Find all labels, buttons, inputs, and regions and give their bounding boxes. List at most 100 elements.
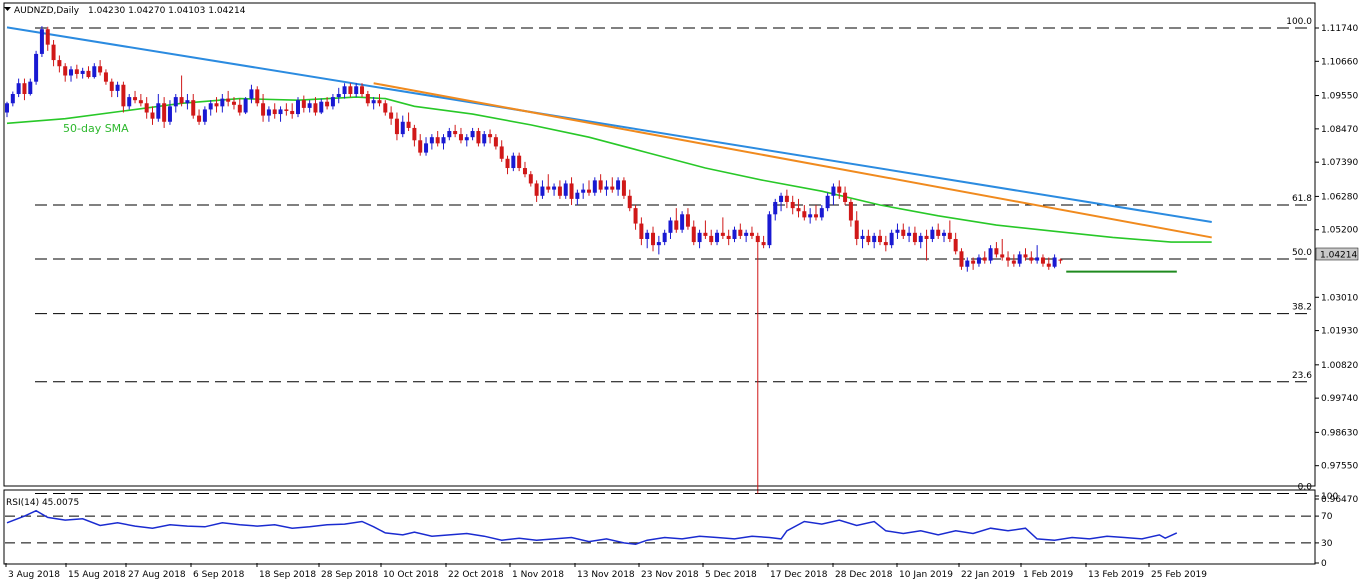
- candle: [924, 229, 929, 261]
- candle: [74, 64, 79, 79]
- candle-body: [1006, 257, 1011, 261]
- candle: [819, 205, 824, 221]
- candle: [493, 134, 498, 150]
- candle-body: [383, 103, 388, 113]
- candle: [261, 94, 266, 122]
- candle-body: [278, 109, 283, 115]
- rsi-pane-border: [3, 489, 1316, 565]
- candle-body: [581, 189, 586, 193]
- candle: [103, 69, 108, 85]
- candle-body: [1029, 257, 1034, 261]
- candle-body: [424, 143, 429, 153]
- candle: [837, 180, 842, 199]
- price-tick-label: 1.05200: [1321, 226, 1358, 236]
- candle: [109, 78, 114, 98]
- candle-body: [1035, 257, 1040, 261]
- candle: [1029, 251, 1034, 264]
- candle-body: [464, 137, 469, 141]
- candle-body: [173, 97, 178, 107]
- candle-body: [1052, 257, 1057, 267]
- candle: [976, 254, 981, 267]
- candle: [400, 115, 405, 138]
- candle-body: [866, 235, 871, 243]
- candle: [365, 90, 370, 107]
- candle-body: [878, 235, 882, 243]
- price-tick-label: 1.11740: [1321, 24, 1358, 34]
- candle: [581, 183, 586, 199]
- candle-body: [732, 229, 737, 239]
- candle-body: [80, 70, 85, 74]
- candle-body: [261, 103, 266, 116]
- candle: [930, 226, 935, 243]
- collapse-triangle-icon[interactable]: [4, 7, 11, 11]
- candle-body: [924, 235, 929, 239]
- price-tick-label: 1.06280: [1321, 192, 1358, 202]
- candle-body: [994, 248, 999, 255]
- candle-body: [779, 195, 784, 202]
- candle-body: [971, 260, 976, 264]
- candle: [464, 134, 469, 147]
- time-axis[interactable]: 3 Aug 2018 15 Aug 2018 27 Aug 2018 6 Sep 20…: [5, 563, 1207, 580]
- price-tick-label: 1.07390: [1321, 158, 1358, 168]
- candle: [185, 94, 190, 110]
- candle-body: [901, 229, 906, 236]
- candle-body: [202, 109, 207, 122]
- candle-body: [627, 195, 632, 209]
- price-tick-label: 1.03010: [1321, 293, 1358, 303]
- candle-body: [715, 232, 720, 243]
- candle-body: [685, 214, 690, 227]
- candle: [744, 229, 749, 243]
- candle: [610, 177, 615, 193]
- candle: [813, 205, 818, 221]
- price-tick-label: 0.99740: [1321, 394, 1358, 404]
- rsi-line: [6, 509, 1178, 545]
- candle-body: [930, 229, 935, 239]
- fib-level-label: 50.0: [1292, 248, 1312, 258]
- candle: [563, 180, 568, 199]
- main-pane-border: [3, 2, 1316, 487]
- candle: [517, 152, 522, 172]
- candle-body: [435, 137, 440, 144]
- candle: [237, 98, 242, 116]
- candle: [895, 223, 900, 239]
- candle-body: [57, 60, 62, 67]
- candle: [249, 84, 254, 104]
- candle: [1017, 251, 1022, 267]
- candle: [371, 97, 376, 110]
- candle: [255, 86, 260, 107]
- candle-body: [179, 97, 184, 104]
- candle-body: [86, 70, 91, 78]
- rsi-axis-label: 100: [1321, 492, 1338, 502]
- candle: [1035, 245, 1040, 264]
- candle-body: [429, 137, 434, 144]
- candle: [627, 189, 632, 212]
- sma-50-line: [6, 96, 1212, 243]
- candle: [138, 94, 143, 107]
- candle-body: [802, 211, 807, 218]
- candle: [278, 106, 283, 122]
- candle-body: [854, 220, 859, 239]
- candle-body: [470, 131, 475, 138]
- candle: [569, 177, 574, 206]
- current-price-value: 1.04214: [1320, 251, 1357, 261]
- price-axis[interactable]: 1.11740 1.10660 1.09550 1.08470 1.07390 1.062…: [1315, 24, 1358, 505]
- candle-body: [982, 257, 987, 261]
- candle: [621, 177, 626, 199]
- trendline-blue: [6, 26, 1212, 224]
- candle: [80, 67, 85, 79]
- candle: [1006, 251, 1011, 267]
- candle: [389, 106, 394, 125]
- candle-body: [947, 232, 952, 239]
- candle: [429, 134, 434, 150]
- candle: [709, 229, 714, 246]
- candle-body: [138, 100, 143, 104]
- candle-body: [767, 214, 772, 246]
- candle-body: [237, 104, 242, 113]
- fib-level-label: 23.6: [1292, 371, 1312, 381]
- candle: [825, 192, 830, 212]
- candle-body: [848, 201, 853, 221]
- candle-body: [92, 66, 97, 78]
- rsi-header: RSI(14) 45.0075: [6, 498, 79, 508]
- candle: [988, 245, 993, 264]
- trendline-orange: [373, 82, 1212, 239]
